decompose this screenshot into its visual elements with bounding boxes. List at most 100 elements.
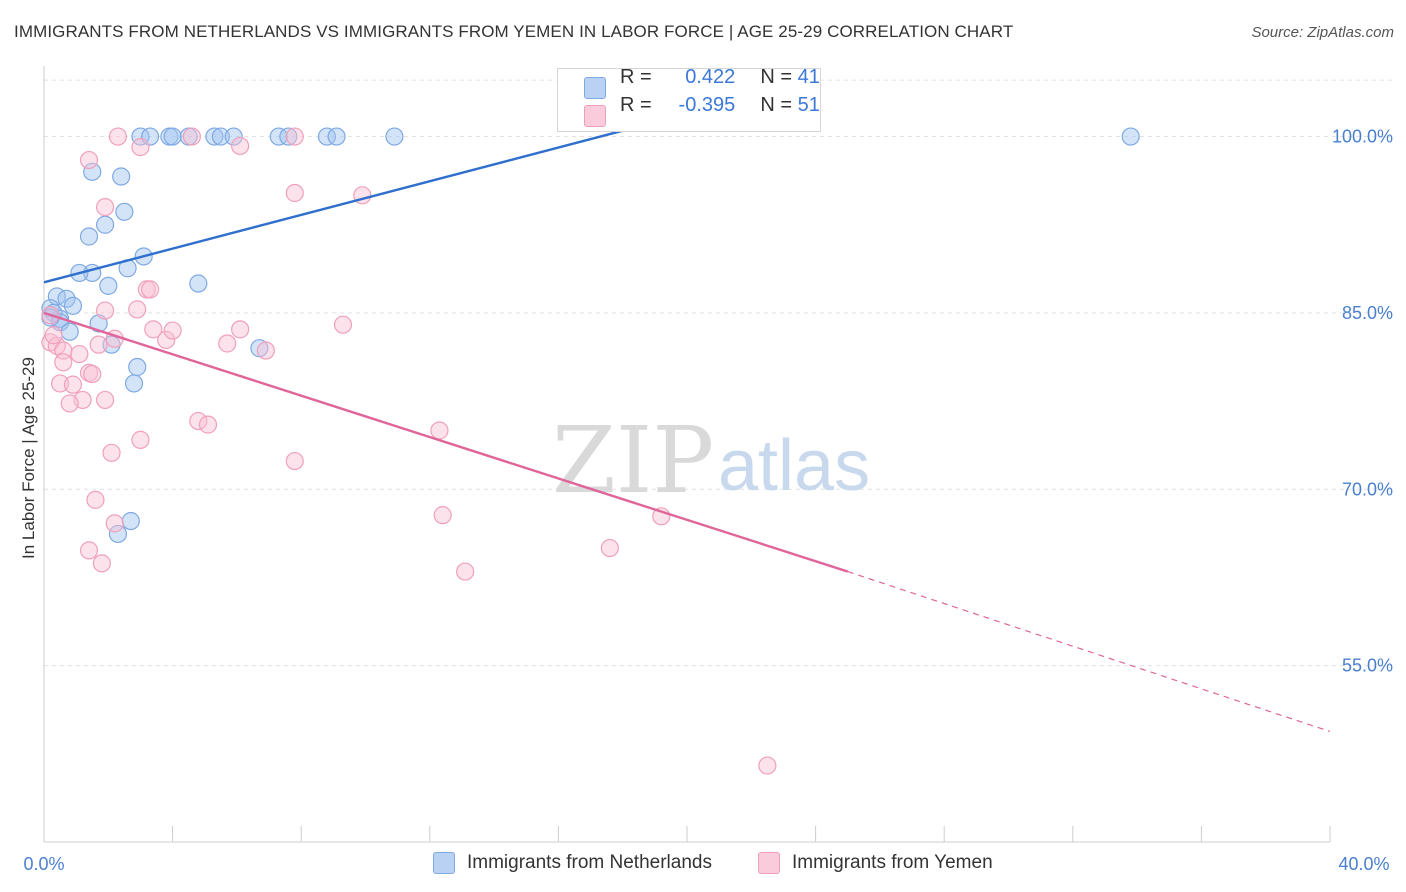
y-tick-label: 85.0% bbox=[1342, 303, 1393, 323]
yemen-point bbox=[92, 554, 111, 573]
n-label: N = bbox=[760, 65, 793, 88]
yemen-point bbox=[63, 375, 83, 394]
watermark-zip: ZIP bbox=[552, 407, 714, 514]
netherlands-point bbox=[63, 296, 83, 315]
yemen-point bbox=[50, 374, 70, 393]
legend-item-netherlands[interactable]: Immigrants from Netherlands bbox=[433, 852, 712, 874]
yemen-point bbox=[182, 127, 201, 146]
x-tick-label: 40.0% bbox=[1338, 854, 1389, 874]
r-label: R = bbox=[620, 65, 652, 88]
r-label: R = bbox=[620, 93, 652, 116]
yemen-point bbox=[105, 514, 124, 533]
yemen-point bbox=[95, 197, 115, 217]
netherlands-point bbox=[95, 215, 115, 234]
netherlands-point bbox=[57, 289, 76, 308]
netherlands-point bbox=[211, 127, 230, 146]
yemen-point bbox=[144, 320, 163, 339]
trend-lines bbox=[43, 129, 1331, 733]
chart-title: IMMIGRANTS FROM NETHERLANDS VS IMMIGRANT… bbox=[14, 22, 1014, 41]
yemen-point bbox=[198, 415, 218, 434]
yemen-point bbox=[285, 127, 304, 146]
yemen-trend-line bbox=[43, 311, 849, 573]
yemen-point bbox=[333, 315, 353, 334]
netherlands-point bbox=[1121, 127, 1140, 146]
yemen-point bbox=[131, 138, 150, 157]
correlation-legend: R = 0.422 N = 41 R = -0.395 N = 51 bbox=[557, 65, 821, 132]
yemen-point bbox=[128, 300, 147, 319]
yemen-point bbox=[218, 334, 237, 353]
r-value-netherlands: 0.422 bbox=[685, 65, 736, 88]
netherlands-point bbox=[99, 276, 118, 295]
netherlands-point bbox=[83, 162, 102, 181]
axes bbox=[43, 66, 1331, 843]
yemen-point bbox=[54, 353, 73, 372]
yemen-point bbox=[231, 136, 250, 156]
netherlands-trend-line bbox=[43, 129, 624, 284]
y-axis-label: In Labor Force | Age 25-29 bbox=[19, 357, 38, 559]
yemen-legend-swatch bbox=[758, 852, 780, 874]
netherlands-point bbox=[205, 127, 224, 146]
netherlands-point bbox=[327, 127, 346, 146]
yemen-point bbox=[758, 756, 777, 775]
legend-label-netherlands: Immigrants from Netherlands bbox=[467, 852, 712, 873]
netherlands-point bbox=[121, 511, 140, 531]
yemen-point bbox=[433, 506, 452, 525]
yemen-point bbox=[44, 326, 63, 345]
netherlands-point bbox=[131, 127, 150, 146]
yemen-point bbox=[285, 451, 304, 471]
yemen-point bbox=[83, 364, 102, 384]
y-tick-label: 70.0% bbox=[1342, 479, 1393, 499]
yemen-point bbox=[285, 183, 304, 203]
y-tick-label: 100.0% bbox=[1332, 127, 1393, 147]
r-value-yemen: -0.395 bbox=[678, 93, 736, 116]
netherlands-point bbox=[317, 127, 337, 146]
yemen-point bbox=[189, 411, 208, 431]
yemen-point bbox=[256, 341, 275, 360]
netherlands-point bbox=[224, 127, 243, 146]
yemen-point bbox=[70, 344, 89, 364]
series-legend: Immigrants from Netherlands Immigrants f… bbox=[0, 852, 1406, 878]
y-tick-label: 55.0% bbox=[1342, 656, 1393, 676]
yemen-point bbox=[430, 421, 449, 440]
yemen-point bbox=[95, 390, 115, 410]
yemen-trend-extension bbox=[847, 571, 1331, 733]
netherlands-point bbox=[385, 127, 404, 146]
netherlands-point bbox=[189, 274, 208, 293]
yemen-swatch bbox=[584, 105, 606, 127]
netherlands-swatch bbox=[584, 77, 606, 99]
yemen-point bbox=[140, 280, 160, 299]
netherlands-point bbox=[79, 227, 99, 246]
x-tick-label: 0.0% bbox=[23, 854, 64, 874]
grid-lines bbox=[44, 79, 1394, 667]
yemen-point bbox=[131, 430, 150, 449]
netherlands-point bbox=[279, 127, 298, 146]
yemen-point bbox=[79, 150, 99, 170]
netherlands-point bbox=[115, 202, 134, 221]
yemen-point bbox=[89, 335, 108, 354]
netherlands-point bbox=[124, 374, 144, 393]
yemen-point bbox=[102, 443, 121, 462]
netherlands-point bbox=[108, 524, 128, 544]
netherlands-legend-swatch bbox=[433, 852, 455, 874]
data-points bbox=[41, 127, 1140, 775]
n-value-yemen: 51 bbox=[797, 93, 820, 116]
yemen-point bbox=[60, 394, 79, 413]
yemen-point bbox=[86, 490, 105, 509]
netherlands-point bbox=[269, 127, 288, 146]
watermark-atlas: atlas bbox=[718, 426, 870, 506]
n-value-netherlands: 41 bbox=[797, 65, 820, 88]
netherlands-point bbox=[112, 167, 131, 186]
yemen-point bbox=[600, 538, 619, 558]
yemen-point bbox=[157, 330, 176, 350]
tick-labels: 55.0% 70.0% 85.0% 100.0% 0.0% 40.0% bbox=[23, 127, 1393, 874]
legend-item-yemen[interactable]: Immigrants from Yemen bbox=[758, 852, 993, 874]
yemen-point bbox=[231, 320, 250, 339]
netherlands-point bbox=[60, 322, 79, 341]
yemen-point bbox=[108, 127, 128, 146]
netherlands-point bbox=[128, 357, 147, 377]
n-label: N = bbox=[760, 93, 793, 116]
yemen-point bbox=[95, 301, 115, 320]
source-credit: Source: ZipAtlas.com bbox=[1251, 24, 1394, 41]
legend-label-yemen: Immigrants from Yemen bbox=[792, 852, 993, 873]
